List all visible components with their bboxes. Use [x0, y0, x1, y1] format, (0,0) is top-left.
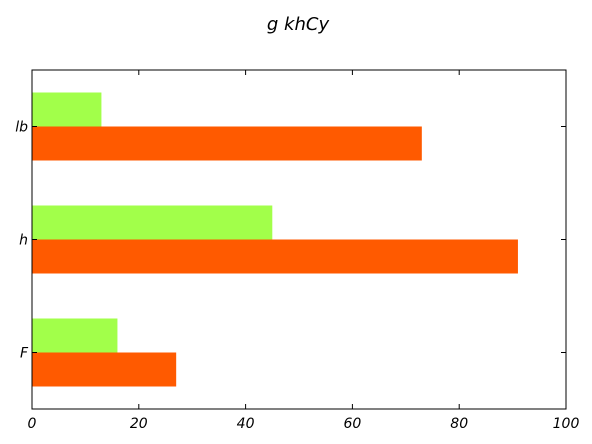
bars-layer	[32, 92, 518, 387]
chart-title: g khCy	[267, 14, 330, 35]
y-tick-label: lb	[15, 120, 28, 136]
x-tick-label: 40	[237, 416, 255, 432]
x-tick-label: 20	[130, 416, 148, 432]
bar-F-series-2	[32, 318, 118, 353]
y-tick-label: h	[19, 233, 28, 249]
x-tick-label: 0	[28, 416, 37, 432]
plot-area-frame	[31, 69, 567, 410]
x-tick-label: 60	[343, 416, 361, 432]
bar-h-series-2	[32, 205, 273, 240]
bar-h-series-1	[32, 239, 518, 274]
x-tick-label: 100	[553, 416, 580, 432]
ticks-layer: Fh lb 0 20 40 60 80 100	[15, 70, 579, 432]
bar-lb-series-1	[32, 126, 422, 161]
bar-lb-series-2	[32, 92, 102, 127]
bar-F-series-1	[32, 352, 177, 387]
x-tick-label: 80	[450, 416, 468, 432]
y-tick-label: F	[20, 346, 29, 362]
